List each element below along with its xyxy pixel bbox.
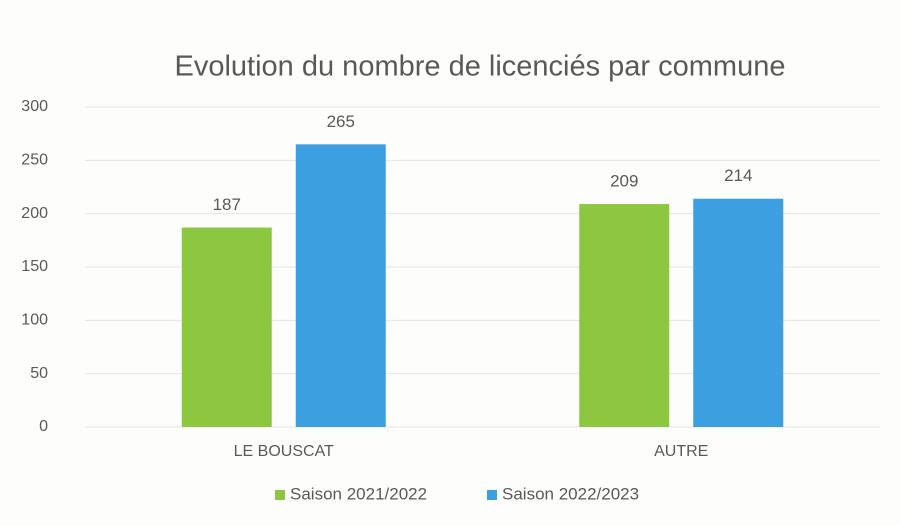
- bar: [295, 144, 386, 428]
- y-tick-label: 50: [30, 365, 48, 382]
- legend-swatch: [487, 490, 497, 500]
- data-label: 209: [610, 172, 638, 191]
- bar: [579, 204, 670, 427]
- x-tick-label: LE BOUSCAT: [234, 443, 334, 460]
- chart-title: Evolution du nombre de licenciés par com…: [175, 51, 786, 83]
- data-label: 214: [724, 166, 752, 185]
- legend-label: Saison 2022/2023: [502, 484, 639, 503]
- y-tick-label: 300: [21, 98, 48, 115]
- y-tick-label: 0: [39, 418, 48, 435]
- legend-label: Saison 2021/2022: [290, 484, 427, 503]
- y-tick-label: 250: [21, 152, 48, 169]
- y-tick-label: 100: [21, 312, 48, 329]
- data-label: 265: [327, 112, 355, 131]
- data-label: 187: [213, 195, 241, 214]
- x-tick-label: AUTRE: [654, 443, 708, 460]
- y-tick-label: 150: [21, 258, 48, 275]
- legend-swatch: [275, 490, 285, 500]
- bar: [693, 198, 784, 427]
- y-tick-label: 200: [21, 205, 48, 222]
- bar: [181, 227, 272, 427]
